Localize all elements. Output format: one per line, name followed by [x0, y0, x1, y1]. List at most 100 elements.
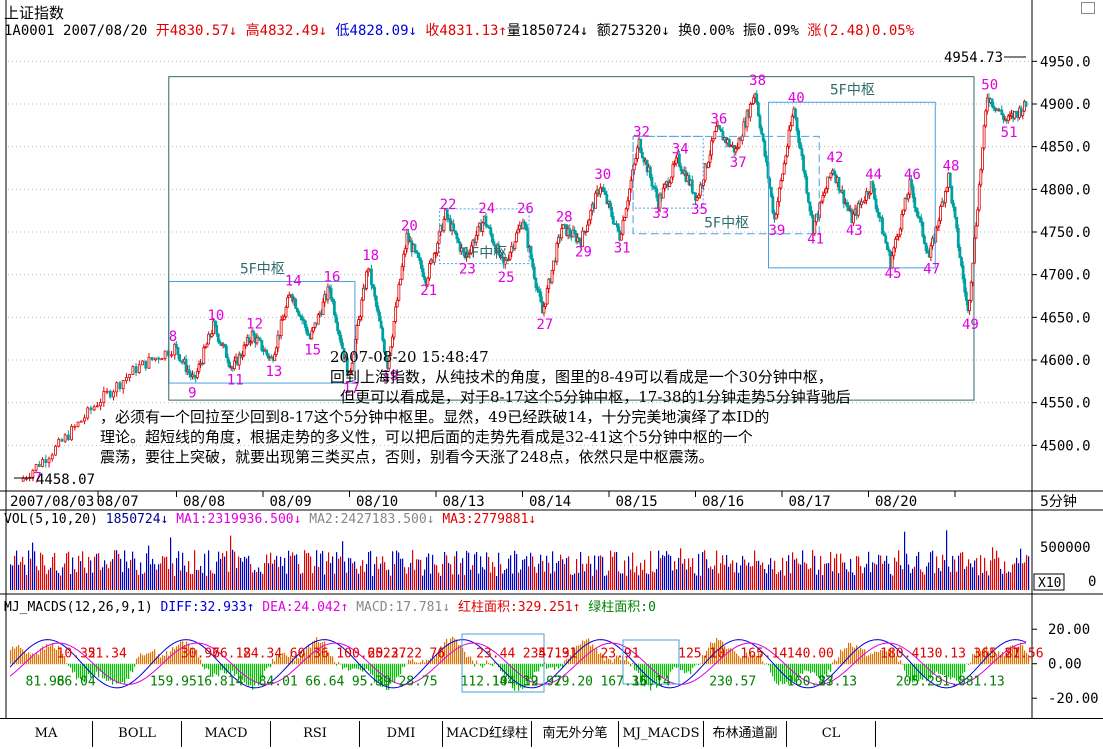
volume-bar	[702, 552, 704, 590]
tab-ma[interactable]: MA	[0, 721, 93, 747]
volume-bar	[262, 573, 264, 590]
volume-bar	[542, 560, 544, 590]
volume-bar	[1022, 563, 1024, 590]
volume-bar	[444, 551, 446, 590]
volume-bar	[780, 570, 782, 590]
macd-bar	[840, 649, 842, 665]
macd-bar	[906, 663, 908, 677]
date-tick-label: 08/08	[183, 494, 225, 510]
volume-bar	[552, 551, 554, 590]
macd-bar	[198, 657, 200, 665]
volume-bar	[662, 555, 664, 590]
tab-tick-detail[interactable]: 南无外分笔	[532, 721, 619, 747]
volume-bar	[1004, 561, 1006, 590]
date-tick-label: 08/07	[97, 494, 139, 510]
volume-bar	[70, 574, 72, 590]
volume-value: 量1850724	[506, 23, 580, 39]
macd-bar	[812, 663, 814, 672]
volume-bar	[834, 558, 836, 590]
candle-body	[471, 239, 475, 247]
macd-bar	[462, 647, 464, 665]
macd-bar	[326, 650, 328, 665]
tab-mj-macds[interactable]: MJ_MACDS	[619, 721, 704, 747]
macd-bar	[574, 648, 576, 665]
macd-bar	[86, 663, 88, 678]
candle-body	[727, 139, 731, 147]
down-arrow-icon: ↓	[528, 512, 537, 527]
macd-bar	[530, 663, 532, 679]
candle-body	[241, 355, 244, 358]
candle-body	[921, 221, 925, 237]
macd-bar	[682, 663, 684, 671]
macd-bar	[790, 663, 792, 684]
volume-bar	[140, 562, 142, 590]
pivot-label: 45	[885, 266, 902, 282]
volume-bar	[686, 569, 688, 590]
volume-bar	[24, 564, 26, 590]
macd-bar	[142, 655, 144, 665]
tab-boll[interactable]: BOLL	[93, 721, 182, 747]
candle-body	[605, 194, 609, 204]
tab-cl[interactable]: CL	[787, 721, 876, 747]
volume-bar	[46, 574, 48, 590]
candle-body	[894, 238, 897, 249]
macd-bar	[38, 654, 40, 665]
candle-body	[734, 148, 738, 153]
macd-bar	[56, 649, 58, 665]
volume-bar	[880, 555, 882, 590]
volume-bar	[770, 558, 772, 590]
volume-bar	[130, 559, 132, 590]
candle-body	[619, 233, 623, 241]
macd-bar	[418, 663, 420, 665]
candle-body	[650, 177, 654, 187]
pivot-label: 11	[227, 373, 244, 389]
macd-bar	[212, 663, 214, 677]
candle-body	[555, 242, 559, 262]
macd-bar	[802, 663, 804, 674]
volume-bar	[68, 551, 70, 590]
macd-bar	[172, 647, 174, 665]
pivot-label: 17	[343, 381, 360, 397]
volume-bar	[440, 575, 442, 590]
candle-body	[21, 477, 25, 482]
macd-bar	[378, 663, 380, 683]
tab-macd[interactable]: MACD	[182, 721, 271, 747]
macd-bar	[538, 663, 540, 672]
macd-bar	[984, 647, 986, 665]
candle-body	[54, 445, 57, 456]
volume-bar	[872, 562, 874, 590]
macd-header: MJ_MACDS(12,26,9,1) DIFF:32.933↑ DEA:24.…	[4, 596, 656, 615]
macd-bar	[64, 655, 66, 665]
candle-body	[929, 245, 933, 258]
macd-bar	[758, 652, 760, 665]
volume-bar	[102, 567, 104, 590]
volume-bar	[824, 563, 826, 590]
pivot-box-label: 5F中枢	[240, 261, 285, 277]
macd-data-label: 10.32	[57, 647, 96, 662]
candle-body	[284, 306, 288, 318]
volume-ma1: MA1:2319936.500	[176, 512, 294, 527]
pivot-label: 24	[478, 201, 495, 217]
tab-macd-red-green[interactable]: MACD红绿柱	[443, 721, 532, 747]
macd-bar	[834, 659, 836, 665]
tab-bollinger-sub[interactable]: 布林通道副	[704, 721, 787, 747]
tab-dmi[interactable]: DMI	[360, 721, 443, 747]
date-axis-ticks: 2007/08/03 08/07 08/08 08/09 08/10 08/13 08/14…	[10, 491, 1077, 510]
pivot-label: 30	[594, 167, 611, 183]
macd-bar	[456, 639, 458, 665]
candle-body	[532, 266, 536, 279]
volume-bar	[134, 558, 136, 590]
macd-bar	[888, 649, 890, 665]
macd-bar	[708, 647, 710, 665]
volume-bar	[434, 564, 436, 590]
volume-bar	[610, 550, 612, 590]
candle-body	[721, 131, 725, 141]
macd-bar	[474, 663, 476, 667]
window-restore-icon[interactable]	[1081, 2, 1095, 14]
macd-bar	[618, 656, 620, 665]
candle-body	[108, 390, 112, 398]
tab-rsi[interactable]: RSI	[271, 721, 360, 747]
candle-body	[326, 286, 330, 300]
macd-bar	[280, 656, 282, 665]
